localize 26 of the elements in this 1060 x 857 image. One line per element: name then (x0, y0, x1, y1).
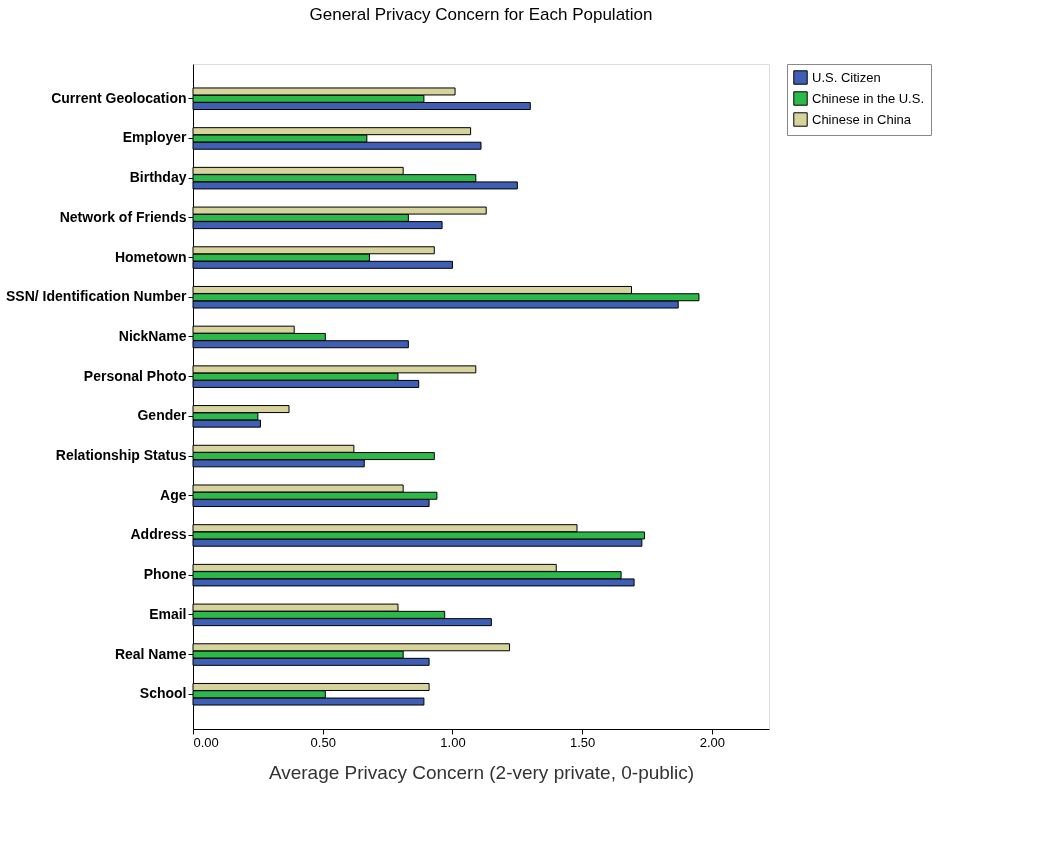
y-tick-label: Relationship Status (55, 447, 187, 464)
x-tick-label: 0.50 (310, 734, 336, 750)
y-tick-label: Employer (122, 129, 188, 146)
y-tick-label: Address (130, 526, 187, 543)
y-tick-label: Age (160, 486, 187, 503)
x-axis-title: Average Privacy Concern (2-very private, 0-public) (268, 761, 695, 783)
legend-label: Chinese in China (812, 111, 912, 127)
legend-label: U.S. Citizen (812, 69, 881, 85)
y-tick-label: Hometown (114, 248, 187, 265)
x-tick-label: 1.00 (440, 734, 466, 750)
y-tick-label: Personal Photo (83, 367, 187, 384)
x-tick-label: 1.50 (570, 734, 596, 750)
legend-label: Chinese in the U.S. (812, 90, 925, 106)
y-tick-label: School (139, 685, 187, 702)
y-tick-label: Email (149, 605, 187, 622)
y-tick-label: Phone (143, 566, 187, 583)
x-tick-label: 0.00 (193, 734, 219, 750)
y-tick-label: Birthday (129, 169, 187, 186)
y-tick-label: Real Name (114, 645, 187, 662)
y-tick-label: SSN/ Identification Number (6, 288, 188, 305)
x-tick-label: 2.00 (699, 734, 726, 750)
y-tick-label: Current Geolocation (51, 89, 187, 106)
y-tick-label: Gender (137, 407, 188, 424)
y-tick-label: NickName (118, 327, 187, 344)
chart-title: General Privacy Concern for Each Population (309, 4, 653, 24)
y-tick-label: Network of Friends (59, 208, 187, 225)
